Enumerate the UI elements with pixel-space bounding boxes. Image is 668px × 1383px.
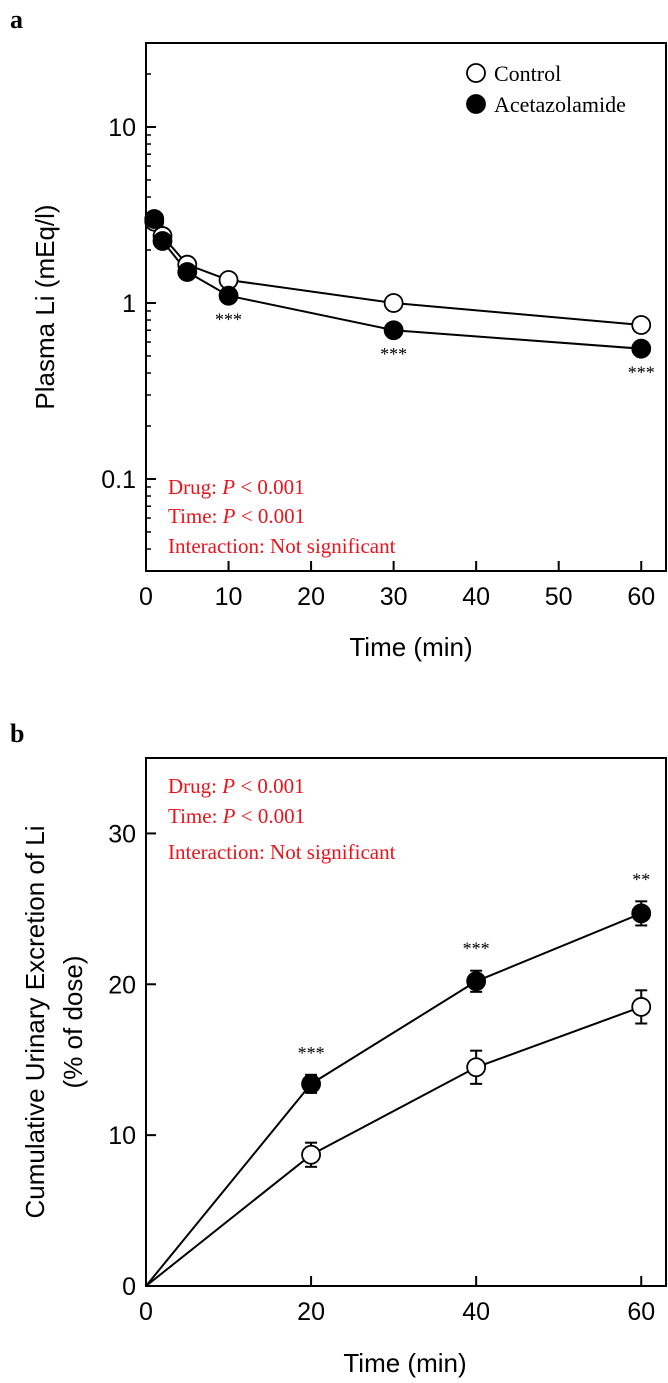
panel-a-legend: Control Acetazolamide bbox=[466, 61, 626, 117]
panel-a-significance: *** *** *** bbox=[215, 310, 655, 383]
x-tick-label: 0 bbox=[139, 583, 153, 611]
x-tick-label: 60 bbox=[627, 583, 655, 611]
data-point-acetazolamide bbox=[144, 209, 165, 229]
significance-mark: *** bbox=[298, 1043, 325, 1063]
y-tick-label: 20 bbox=[108, 971, 136, 999]
panel-a-points bbox=[144, 209, 652, 359]
panel-a-label: a bbox=[10, 5, 23, 34]
panel-b-ticks: 0 20 40 60 0 10 20 30 bbox=[108, 820, 655, 1326]
panel-b-label: b bbox=[10, 719, 24, 748]
y-tick-label: 10 bbox=[108, 1122, 136, 1150]
significance-mark: *** bbox=[215, 310, 242, 330]
data-point-control bbox=[301, 1144, 321, 1165]
significance-mark: *** bbox=[463, 939, 490, 959]
x-tick-label: 20 bbox=[297, 583, 325, 611]
x-tick-label: 50 bbox=[545, 583, 573, 611]
significance-mark: ** bbox=[632, 869, 650, 889]
panel-b-stats: Drug: P < 0.001 Time: P < 0.001 Interact… bbox=[168, 774, 396, 864]
y-tick-label: 1 bbox=[122, 290, 136, 318]
y-tick-label: 0 bbox=[122, 1273, 136, 1301]
panel-a-stat-interaction: Interaction: Not significant bbox=[168, 534, 396, 558]
panel-a-plot-frame bbox=[145, 42, 667, 572]
y-tick-label: 0.1 bbox=[101, 466, 136, 494]
panel-b-stat-drug: Drug: P < 0.001 bbox=[168, 774, 305, 798]
legend-acetazolamide-marker bbox=[466, 94, 486, 114]
data-point-acetazolamide bbox=[218, 285, 239, 306]
data-point-control bbox=[383, 293, 404, 313]
x-tick-label: 10 bbox=[215, 583, 243, 611]
legend-control-marker bbox=[466, 63, 486, 83]
y-tick-label: 30 bbox=[108, 820, 136, 848]
data-point-control bbox=[631, 315, 652, 335]
panel-a: a 0 10 20 30 40 50 60 0.1 1 10 *** *** *** Control … bbox=[10, 5, 667, 662]
series-line-control bbox=[145, 1005, 642, 1287]
panel-a-stat-drug: Drug: P < 0.001 bbox=[168, 475, 305, 499]
panel-a-y-axis-label: Plasma Li (mEq/l) bbox=[30, 204, 60, 409]
x-tick-label: 0 bbox=[139, 1298, 153, 1326]
panel-b-stat-time: Time: P < 0.001 bbox=[168, 804, 305, 828]
panel-b-lines bbox=[145, 912, 642, 1287]
panel-a-x-axis-label: Time (min) bbox=[349, 632, 472, 662]
panel-b-y-axis-label: Cumulative Urinary Excretion of Li bbox=[20, 825, 50, 1218]
panel-b-plot-frame bbox=[145, 757, 667, 1287]
data-point-control bbox=[631, 997, 652, 1017]
x-tick-label: 30 bbox=[380, 583, 408, 611]
panel-a-ticks: 0 10 20 30 40 50 60 0.1 1 10 bbox=[101, 73, 655, 611]
panel-b-stat-interaction: Interaction: Not significant bbox=[168, 840, 396, 864]
x-tick-label: 20 bbox=[297, 1298, 325, 1326]
data-point-acetazolamide bbox=[466, 971, 487, 992]
data-point-acetazolamide bbox=[152, 231, 173, 251]
x-tick-label: 40 bbox=[462, 583, 490, 611]
x-tick-label: 60 bbox=[627, 1298, 655, 1326]
data-point-acetazolamide bbox=[383, 320, 404, 341]
panel-b-x-axis-label: Time (min) bbox=[343, 1348, 466, 1378]
panel-b-points bbox=[301, 903, 652, 1165]
y-tick-label: 10 bbox=[108, 114, 136, 142]
x-tick-label: 40 bbox=[462, 1298, 490, 1326]
panel-a-stat-time: Time: P < 0.001 bbox=[168, 504, 305, 528]
data-point-acetazolamide bbox=[301, 1073, 321, 1094]
panel-b-significance: ******** bbox=[298, 869, 651, 1062]
significance-mark: *** bbox=[628, 363, 655, 383]
legend-acetazolamide-label: Acetazolamide bbox=[494, 92, 626, 117]
data-point-acetazolamide bbox=[631, 903, 652, 924]
significance-mark: *** bbox=[380, 344, 407, 364]
series-line-acetazolamide bbox=[145, 912, 642, 1287]
data-point-acetazolamide bbox=[631, 338, 652, 359]
panel-a-stats: Drug: P < 0.001 Time: P < 0.001 Interact… bbox=[168, 475, 396, 558]
data-point-control bbox=[466, 1057, 487, 1078]
legend-control-label: Control bbox=[494, 61, 561, 86]
panel-b-y-axis-label-line2: (% of dose) bbox=[58, 956, 88, 1089]
data-point-acetazolamide bbox=[177, 262, 198, 282]
